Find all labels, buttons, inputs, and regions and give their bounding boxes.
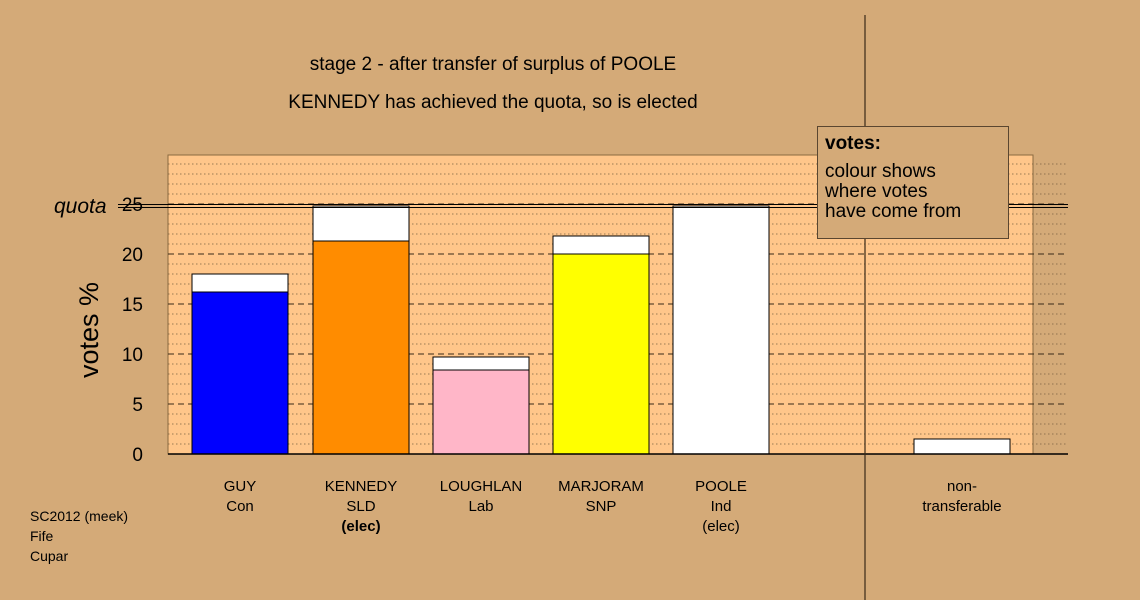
bar-transfer-votes [191, 273, 289, 293]
legend-line: where votes [825, 181, 928, 202]
bar-transfer-votes [672, 205, 770, 455]
candidate-name-label: MARJORAM [558, 478, 644, 495]
bar-transfer-votes [432, 356, 530, 371]
legend-title: votes: [825, 133, 881, 154]
y-tick-label: 10 [122, 345, 143, 366]
bar-transfer-votes [552, 235, 650, 255]
footer-source: SC2012 (meek) [30, 508, 129, 524]
quota-label: quota [54, 195, 107, 218]
y-tick-label: 25 [122, 195, 143, 216]
footer-region: Fife [30, 528, 54, 544]
nontransferable-label: non- [947, 478, 977, 495]
y-axis-label: votes % [74, 282, 104, 378]
legend-box: votes: colour shows where votes have com… [817, 126, 1009, 239]
candidate-party-label: Lab [468, 498, 493, 515]
candidate-party-label: SLD [346, 498, 375, 515]
candidate-party-label: Ind [711, 498, 732, 515]
candidate-name-label: LOUGHLAN [440, 478, 523, 495]
bar-nontransferable [913, 438, 1011, 455]
candidate-status-label: (elec) [702, 518, 740, 535]
candidate-party-label: Con [226, 498, 254, 515]
candidate-name-label: KENNEDY [325, 478, 398, 495]
candidate-status-label: (elec) [341, 518, 380, 535]
bar-base-votes [312, 240, 410, 455]
footer-ward: Cupar [30, 548, 69, 564]
legend-line: have come from [825, 201, 962, 222]
legend-line: colour shows [825, 161, 936, 182]
bar-transfer-votes [312, 205, 410, 242]
candidate-name-label: POOLE [695, 478, 747, 495]
y-tick-label: 20 [122, 245, 143, 266]
bar-base-votes [191, 291, 289, 455]
nontransferable-label: transferable [922, 498, 1001, 515]
candidate-party-label: SNP [586, 498, 617, 515]
chart-subtitle: KENNEDY has achieved the quota, so is el… [288, 92, 698, 113]
y-tick-label: 5 [132, 395, 143, 416]
chart-title: stage 2 - after transfer of surplus of P… [309, 54, 677, 75]
bar-base-votes [432, 369, 530, 455]
candidate-name-label: GUY [224, 478, 257, 495]
y-tick-label: 15 [122, 295, 143, 316]
y-tick-label: 0 [132, 445, 143, 466]
bar-base-votes [552, 253, 650, 455]
